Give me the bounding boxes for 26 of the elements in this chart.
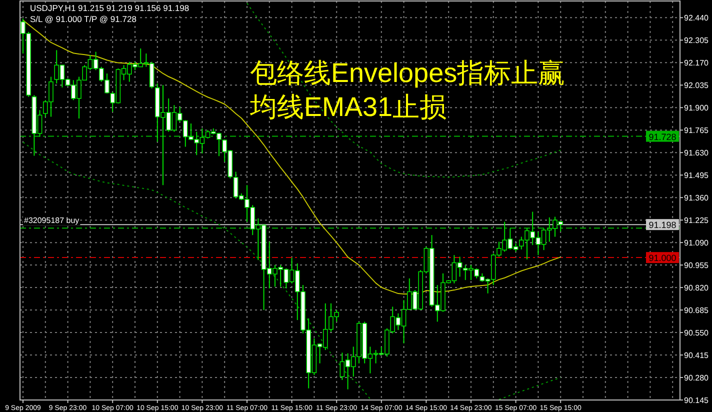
y-tick-label: 90.280 [684, 374, 710, 383]
y-tick-label: 90.550 [684, 328, 710, 338]
text: S/L @ 91.000 T/P @ 91.728 [30, 14, 137, 24]
y-tick-label: 90.820 [684, 284, 710, 293]
y-tick-label: 92.440 [684, 14, 710, 23]
y-tick-label: 91.495 [684, 171, 710, 180]
y-tick-label: 91.765 [684, 126, 710, 136]
y-tick-label: 90.685 [684, 306, 710, 316]
y-tick-label: 92.305 [684, 36, 710, 46]
y-tick-label: 91.090 [684, 238, 710, 248]
y-tick-label: 90.415 [684, 351, 710, 360]
y-tick-label: 90.955 [684, 261, 710, 270]
annotation: 均线EMA31止损 [249, 92, 447, 122]
annotation: 包络线Envelopes指标止赢 [250, 58, 566, 88]
ref-line-label: 91.000 [648, 253, 676, 264]
y-tick-label: 91.225 [684, 216, 710, 226]
ref-line-label: 91.198 [648, 220, 676, 230]
y-tick-label: 92.170 [684, 58, 710, 68]
y-tick-label: 90.145 [684, 396, 710, 405]
y-tick-label: 91.630 [684, 148, 710, 158]
y-tick-label: 92.035 [684, 81, 710, 90]
annotation: #32095187 buy [24, 216, 80, 226]
ref-line-label: 91.728 [648, 132, 676, 142]
y-tick-label: 91.360 [684, 194, 710, 203]
chart-title: USDJPY,H1 91.215 91.219 91.156 91.198 [30, 3, 190, 13]
y-tick-label: 91.900 [684, 104, 710, 113]
